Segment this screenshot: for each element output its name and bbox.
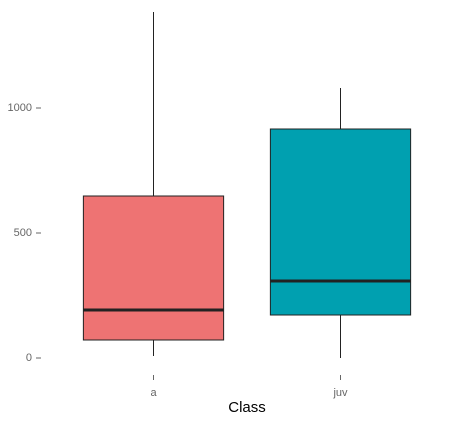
x-tick-label: juv	[332, 387, 348, 399]
y-tick-label: 1000	[8, 102, 32, 114]
x-tick-label: a	[150, 387, 157, 399]
y-tick-label: 0	[26, 352, 32, 364]
box	[82, 195, 225, 341]
box	[269, 128, 412, 316]
y-tick-label: 500	[14, 227, 32, 239]
x-axis-title: Class	[228, 399, 266, 416]
